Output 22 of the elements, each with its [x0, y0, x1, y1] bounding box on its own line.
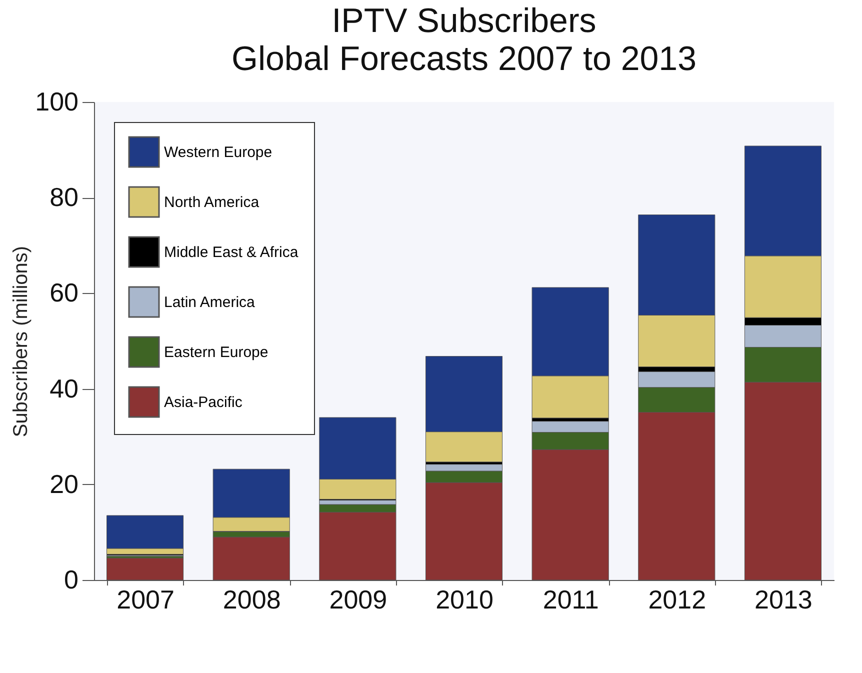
y-tick-label: 40 — [50, 373, 78, 404]
x-tick-label: 2010 — [436, 584, 494, 614]
y-axis-title: Subscribers (millions) — [10, 246, 32, 438]
x-tick-label: 2013 — [754, 584, 812, 614]
legend-label: Western Europe — [164, 144, 272, 161]
y-tick-label: 80 — [50, 182, 78, 212]
legend-label: Eastern Europe — [164, 344, 268, 361]
x-tick-label: 2011 — [542, 584, 599, 614]
legend-label: North America — [164, 194, 260, 211]
legend-label: Middle East & Africa — [164, 244, 299, 261]
chart-title: IPTV Subscribers — [332, 2, 596, 40]
chart-subtitle: Global Forecasts 2007 to 2013 — [232, 40, 696, 78]
x-tick-label: 2009 — [329, 584, 388, 614]
x-tick-label: 2007 — [116, 584, 174, 614]
x-tick-label: 2008 — [222, 584, 281, 614]
x-tick-label: 2012 — [648, 584, 706, 614]
y-tick-label: 20 — [50, 468, 78, 499]
y-tick-label: 0 — [64, 564, 78, 594]
legend-label: Latin America — [164, 294, 256, 311]
legend-label: Asia-Pacific — [164, 394, 243, 411]
y-tick-label: 60 — [50, 278, 78, 308]
y-tick-label: 100 — [35, 86, 78, 116]
